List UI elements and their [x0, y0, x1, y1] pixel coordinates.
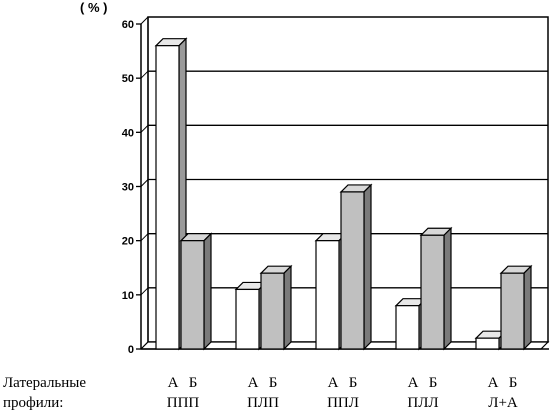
- series-letter: Б: [269, 375, 278, 391]
- row-label: профили:: [3, 395, 63, 411]
- y-tick-label: 60: [122, 19, 134, 31]
- unit-label: ( % ): [80, 0, 107, 15]
- bar: [259, 264, 293, 351]
- side-wall-line: [140, 70, 149, 79]
- y-tick-label: 20: [122, 236, 134, 248]
- series-letter: А: [488, 375, 499, 391]
- category-label: ПЛП: [247, 395, 279, 411]
- y-tick-label: 0: [128, 344, 134, 356]
- series-letter: Б: [349, 375, 358, 391]
- series-letter: А: [408, 375, 419, 391]
- category-label: Л+А: [488, 395, 518, 411]
- y-tick-label: 40: [122, 127, 134, 139]
- series-letter: Б: [429, 375, 438, 391]
- series-letter: А: [248, 375, 259, 391]
- side-wall-line: [140, 287, 149, 296]
- bars: [154, 37, 533, 351]
- y-tick-label: 10: [122, 290, 134, 302]
- bar: [339, 183, 373, 351]
- row-label: Латеральные: [3, 375, 86, 391]
- bar: [419, 226, 453, 351]
- category-label: ППП: [167, 395, 200, 411]
- side-wall-line: [140, 124, 149, 133]
- series-letter: Б: [189, 375, 198, 391]
- side-wall-line: [140, 233, 149, 242]
- series-letter: Б: [509, 375, 518, 391]
- series-letter: А: [168, 375, 179, 391]
- series-letter: А: [328, 375, 339, 391]
- bar: [499, 264, 533, 351]
- bar: [179, 232, 213, 351]
- y-axis: 0 10 20 30 40 50 60: [122, 17, 149, 356]
- category-label: ПЛЛ: [407, 395, 438, 411]
- side-wall-line: [140, 179, 149, 187]
- side-wall-line: [140, 16, 149, 25]
- y-tick-label: 30: [122, 182, 134, 194]
- y-tick-label: 50: [122, 73, 134, 85]
- category-label: ППЛ: [327, 395, 359, 411]
